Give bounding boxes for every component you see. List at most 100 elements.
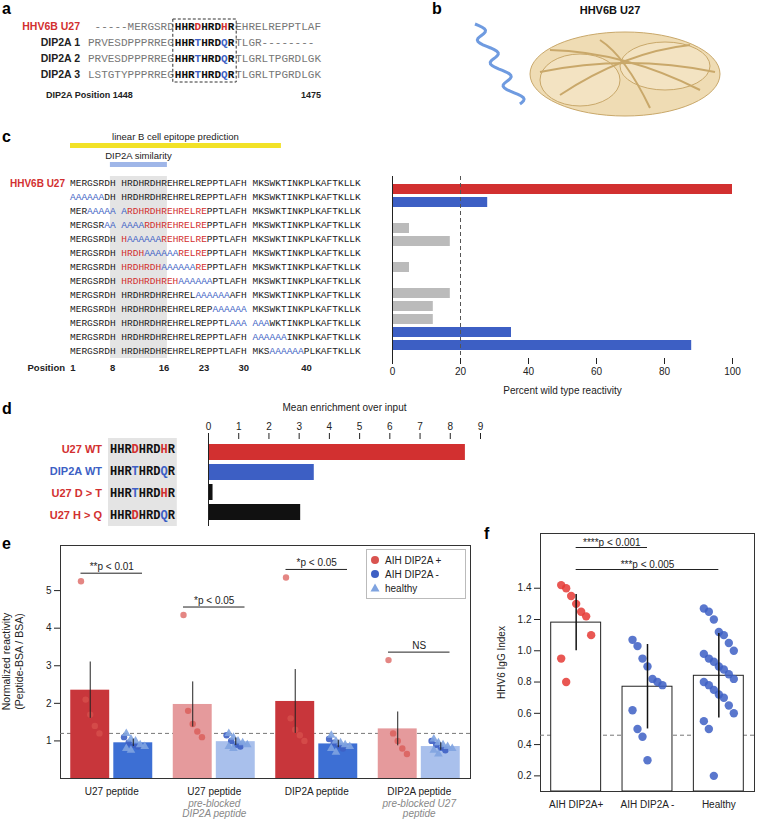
svg-text:1.2: 1.2 (518, 614, 532, 625)
svg-text:U27 D > T: U27 D > T (52, 487, 103, 499)
svg-text:0.4: 0.4 (518, 739, 532, 750)
svg-text:4: 4 (46, 622, 52, 633)
svg-text:MERGSRDH HRDHRDHREHAAAAAAPTLAF: MERGSRDH HRDHRDHREHAAAAAAPTLAFH MKSWKTIN… (70, 276, 361, 287)
svg-text:1475: 1475 (301, 90, 321, 100)
svg-text:8: 8 (447, 421, 453, 432)
svg-text:60: 60 (591, 366, 603, 377)
svg-text:1: 1 (236, 421, 242, 432)
svg-text:PRVESDPPPRREG: PRVESDPPPRREG (88, 53, 174, 65)
svg-text:Normalized reactivity(Peptide-: Normalized reactivity(Peptide-BSA / BSA) (0, 612, 25, 710)
svg-text:DIP2A Position 1448: DIP2A Position 1448 (46, 90, 133, 100)
svg-text:AIH DIP2A -: AIH DIP2A - (385, 569, 439, 580)
svg-text:MERGSRAA AAAARDHREHRELREPPTLAF: MERGSRAA AAAARDHREHRELREPPTLAFH MKSWKTIN… (70, 220, 361, 231)
svg-text:HHRTHRDQR: HHRTHRDQR (175, 69, 235, 81)
svg-text:AIH DIP2A +: AIH DIP2A + (385, 555, 442, 566)
svg-text:TLGRLTPGRDLGK: TLGRLTPGRDLGK (235, 69, 321, 81)
svg-text:MERAAAAA ARDHRDHREHRELREPPTLAF: MERAAAAA ARDHRDHREHRELREPPTLAFH MKSWKTIN… (70, 206, 361, 217)
svg-text:0.8: 0.8 (518, 676, 532, 687)
svg-text:LSTGTYPPPRREG: LSTGTYPPPRREG (88, 69, 174, 81)
svg-text:0.6: 0.6 (518, 708, 532, 719)
svg-text:2: 2 (266, 421, 272, 432)
svg-text:TLGRLTPGRDLGK: TLGRLTPGRDLGK (235, 53, 321, 65)
svg-text:9: 9 (478, 421, 484, 432)
svg-text:HHV6 IgG Index: HHV6 IgG Index (496, 626, 507, 699)
svg-text:16: 16 (159, 362, 170, 373)
svg-text:0.2: 0.2 (518, 770, 532, 781)
svg-text:0: 0 (206, 421, 212, 432)
svg-text:30: 30 (239, 362, 250, 373)
svg-text:healthy: healthy (385, 583, 417, 594)
svg-text:1: 1 (70, 362, 76, 373)
svg-text:DIP2A WT: DIP2A WT (50, 465, 102, 477)
svg-text:MERGSRDH HRDHRDHAAAAAAREPPTLAF: MERGSRDH HRDHRDHAAAAAAREPPTLAFH MKSWKTIN… (70, 262, 361, 273)
svg-text:HHV6B U27: HHV6B U27 (22, 20, 80, 32)
svg-text:PRVESDPPPRREG: PRVESDPPPRREG (88, 37, 174, 49)
svg-text:EHRELREPPTLAF: EHRELREPPTLAF (235, 21, 321, 33)
svg-text:MERGSRDH HRDHRDHREHRELREPPTLAF: MERGSRDH HRDHRDHREHRELREPPTLAFH AAAAAAIN… (70, 332, 361, 343)
svg-text:U27 WT: U27 WT (62, 443, 103, 455)
svg-text:7: 7 (417, 421, 423, 432)
svg-text:HHRDHRDHR: HHRDHRDHR (175, 21, 235, 33)
svg-text:MERGSRDH HRDHRDHREHRELREPPTLAF: MERGSRDH HRDHRDHREHRELREPPTLAFH MKSWKTIN… (70, 178, 361, 189)
svg-text:4: 4 (327, 421, 333, 432)
svg-text:0: 0 (390, 366, 396, 377)
svg-text:MERGSRDH HRDHRDHREHRELAAAAAAAF: MERGSRDH HRDHRDHREHRELAAAAAAAFH MKSWKTIN… (70, 290, 361, 301)
svg-text:U27 H > Q: U27 H > Q (50, 509, 103, 521)
svg-text:DIP2A 2: DIP2A 2 (41, 52, 80, 64)
svg-text:1.0: 1.0 (518, 645, 532, 656)
svg-text:AIH DIP2A -: AIH DIP2A - (621, 799, 675, 810)
svg-text:2: 2 (46, 698, 52, 709)
svg-text:Position: Position (28, 362, 66, 373)
svg-text:DIP2A similarity: DIP2A similarity (105, 150, 172, 161)
svg-text:3: 3 (296, 421, 302, 432)
svg-text:5: 5 (357, 421, 363, 432)
svg-text:1.4: 1.4 (518, 582, 532, 593)
svg-text:Percent wild type reactivity: Percent wild type reactivity (503, 385, 621, 396)
svg-text:HHRTHRDQR: HHRTHRDQR (175, 37, 235, 49)
svg-text:HHRTHRDQR: HHRTHRDQR (175, 53, 235, 65)
svg-text:MERGSRDH HRDHRDHREHRELREPAAAAA: MERGSRDH HRDHRDHREHRELREPAAAAAA MKSWKTIN… (70, 304, 361, 315)
svg-text:HHRDHRDHR: HHRDHRDHR (110, 443, 176, 457)
svg-text:*p < 0.05: *p < 0.05 (194, 595, 235, 606)
svg-text:Healthy: Healthy (702, 799, 736, 810)
svg-text:pre-blocked U27peptide: pre-blocked U27peptide (382, 798, 457, 819)
svg-text:23: 23 (199, 362, 210, 373)
svg-text:MERGSRDH HRDHAAAAAARELREPPTLAF: MERGSRDH HRDHAAAAAARELREPPTLAFH MKSWKTIN… (70, 248, 361, 259)
svg-text:*p < 0.05: *p < 0.05 (297, 557, 338, 568)
svg-text:DIP2A peptide: DIP2A peptide (387, 786, 451, 797)
svg-text:5: 5 (46, 585, 52, 596)
svg-text:MERGSRDH HAAAAAAREHRELREPPTLAF: MERGSRDH HAAAAAAREHRELREPPTLAFH MKSWKTIN… (70, 234, 361, 245)
svg-text:U27 peptide: U27 peptide (85, 786, 139, 797)
svg-text:MERGSRDH HRDHRDHREHRELREPPTLAF: MERGSRDH HRDHRDHREHRELREPPTLAFH MKSAAAAA… (70, 346, 361, 357)
svg-text:linear B cell epitope predicti: linear B cell epitope prediction (112, 131, 239, 142)
svg-text:TLGR--------: TLGR-------- (235, 37, 314, 49)
svg-text:HHRTHRDQR: HHRTHRDQR (110, 465, 176, 479)
svg-text:HHRTHRDHR: HHRTHRDHR (110, 487, 176, 501)
svg-text:-----MERGSRD: -----MERGSRD (95, 21, 175, 33)
svg-text:MERGSRDH HRDHRDHREHRELREPPTLAA: MERGSRDH HRDHRDHREHRELREPPTLAAA AAAWKTIN… (70, 318, 361, 329)
svg-text:**p < 0.01: **p < 0.01 (90, 561, 135, 572)
svg-text:HHRDHRDQR: HHRDHRDQR (110, 509, 176, 523)
svg-text:HHV6B U27: HHV6B U27 (580, 4, 641, 16)
svg-text:DIP2A 3: DIP2A 3 (41, 68, 80, 80)
svg-text:8: 8 (110, 362, 115, 373)
svg-text:40: 40 (301, 362, 312, 373)
svg-text:3: 3 (46, 660, 52, 671)
svg-text:100: 100 (724, 366, 741, 377)
svg-text:40: 40 (523, 366, 535, 377)
svg-text:U27 peptide: U27 peptide (187, 786, 241, 797)
svg-text:DIP2A 1: DIP2A 1 (41, 36, 80, 48)
svg-text:6: 6 (387, 421, 393, 432)
svg-text:pre-blockedDIP2A peptide: pre-blockedDIP2A peptide (182, 798, 247, 819)
svg-text:HHV6B U27: HHV6B U27 (10, 178, 65, 189)
svg-text:DIP2A peptide: DIP2A peptide (285, 786, 349, 797)
svg-text:****p < 0.001: ****p < 0.001 (583, 537, 641, 548)
svg-text:AAAAAADH HRDHRDHREHRELREPPTLAF: AAAAAADH HRDHRDHREHRELREPPTLAFH MKSWKTIN… (70, 192, 361, 203)
svg-text:20: 20 (455, 366, 467, 377)
svg-text:***p < 0.005: ***p < 0.005 (621, 559, 675, 570)
svg-text:AIH DIP2A+: AIH DIP2A+ (549, 799, 603, 810)
svg-text:80: 80 (659, 366, 671, 377)
svg-text:Mean enrichment over input: Mean enrichment over input (283, 402, 407, 413)
svg-text:1: 1 (46, 735, 52, 746)
svg-text:NS: NS (412, 640, 426, 651)
